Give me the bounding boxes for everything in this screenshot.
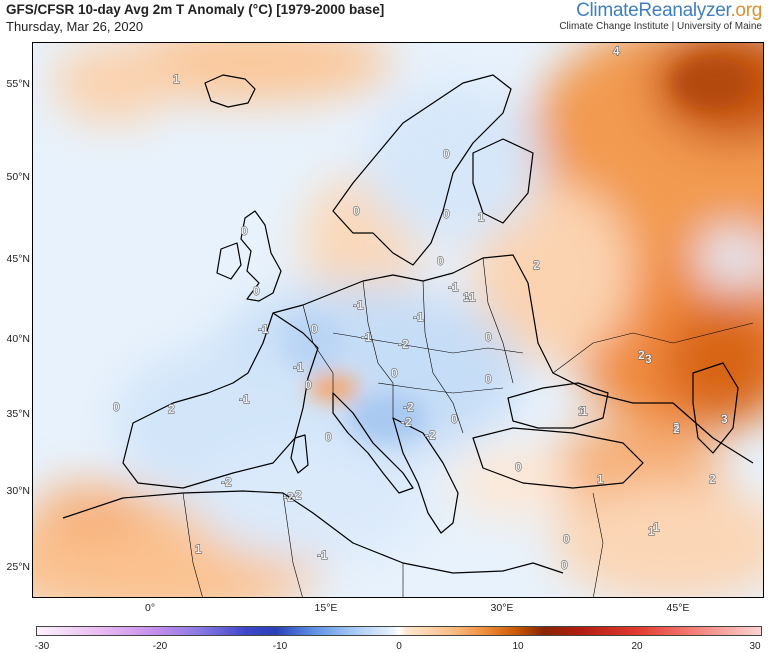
contour-label: 0	[443, 147, 450, 161]
contour-labels: 1 4 0 0 2 0 1 0 0 0 -1 -1 0 -1 1 2 0 -1 …	[113, 44, 729, 573]
colorbar-tick: 10	[512, 641, 524, 652]
anomaly-map-svg: 1 4 0 0 2 0 1 0 0 0 -1 -1 0 -1 1 2 0 -1 …	[33, 43, 763, 597]
contour-label: 2	[168, 402, 175, 416]
contour-label: -1	[448, 280, 459, 294]
colorbar-tick: -10	[272, 641, 288, 652]
contour-label: -1	[293, 360, 304, 374]
contour-label: 1	[478, 210, 485, 224]
contour-label: 3	[721, 412, 728, 426]
contour-label: 0	[563, 532, 570, 546]
contour-label: 1	[581, 404, 588, 418]
colorbar-tick: 20	[631, 641, 643, 652]
contour-label: 2	[533, 258, 540, 272]
coastlines	[62, 74, 754, 574]
contour-label: 1	[597, 472, 604, 486]
colorbar-tick: 30	[749, 641, 761, 652]
contour-label: 1	[463, 290, 470, 304]
contour-label: 0	[391, 366, 398, 380]
contour-label: -1	[239, 392, 250, 406]
lon-label-15e: 15°E	[314, 602, 338, 614]
contour-label: -2	[221, 475, 232, 489]
contour-label: 0	[561, 558, 568, 572]
colorbar-tick: -20	[152, 641, 168, 652]
contour-label: 0	[325, 430, 332, 444]
map-date: Thursday, Mar 26, 2020	[6, 19, 144, 34]
lat-label-45: 45°N	[6, 253, 30, 265]
contour-label: -2	[401, 415, 412, 429]
contour-label: -1	[465, 290, 476, 304]
contour-label: 1	[648, 524, 655, 538]
map-title: GFS/CFSR 10-day Avg 2m T Anomaly (°C) [1…	[6, 2, 385, 17]
colorbar-tick: -30	[34, 641, 50, 652]
contour-label: 0	[515, 460, 522, 474]
contour-label: 0	[305, 378, 312, 392]
colorbar-tick: 0	[396, 641, 402, 652]
contour-label: 1	[578, 404, 585, 418]
anomaly-shading	[33, 43, 763, 597]
contour-label: 2	[638, 348, 645, 362]
colorbar	[36, 626, 762, 636]
contour-label: 4	[613, 44, 620, 58]
lon-label-0: 0°	[144, 602, 156, 614]
contour-label: -2	[291, 488, 302, 502]
lat-label-25: 25°N	[6, 561, 30, 573]
contour-label: 2	[709, 472, 716, 486]
brand-name: ClimateReanalyzer.org	[559, 0, 762, 22]
contour-label: 2	[673, 422, 680, 436]
lat-label-40: 40°N	[6, 333, 30, 345]
contour-label: -1	[353, 298, 364, 312]
brand-name-part3: .org	[730, 0, 762, 21]
lat-label-30: 30°N	[6, 485, 30, 497]
lon-label-45e: 45°E	[666, 602, 690, 614]
contour-label: -1	[317, 548, 328, 562]
brand-logo[interactable]: ClimateReanalyzer.org Climate Change Ins…	[559, 0, 762, 32]
contour-label: -2	[403, 400, 414, 414]
contour-label: 0	[485, 372, 492, 386]
contour-label: 0	[113, 400, 120, 414]
contour-label: 0	[443, 207, 450, 221]
contour-label: 2	[673, 420, 680, 434]
contour-label: -2	[283, 490, 294, 504]
contour-label: -1	[361, 330, 372, 344]
anomaly-map[interactable]: 1 4 0 0 2 0 1 0 0 0 -1 -1 0 -1 1 2 0 -1 …	[32, 42, 764, 598]
contour-label: -1	[258, 322, 269, 336]
brand-name-part1: Climate	[576, 0, 639, 21]
contour-label: -2	[425, 428, 436, 442]
contour-label: 1	[195, 542, 202, 556]
contour-label: 0	[437, 254, 444, 268]
lat-label-50: 50°N	[6, 171, 30, 183]
contour-label: 1	[653, 520, 660, 534]
contour-label: 0	[311, 322, 318, 336]
contour-label: 0	[353, 204, 360, 218]
contour-label: 0	[485, 330, 492, 344]
lon-label-30e: 30°E	[490, 602, 514, 614]
brand-tagline: Climate Change Institute | University of…	[559, 21, 762, 32]
borders	[182, 257, 754, 597]
contour-label: 0	[253, 284, 260, 298]
contour-label: 0	[451, 412, 458, 426]
lat-label-35: 35°N	[6, 408, 30, 420]
contour-label: 0	[241, 224, 248, 238]
contour-label: -2	[398, 337, 409, 351]
contour-label: -1	[413, 310, 424, 324]
contour-label: 3	[645, 352, 652, 366]
contour-label: 1	[173, 72, 180, 86]
brand-name-part2: Reanalyzer	[638, 0, 731, 21]
lat-label-55: 55°N	[6, 78, 30, 90]
